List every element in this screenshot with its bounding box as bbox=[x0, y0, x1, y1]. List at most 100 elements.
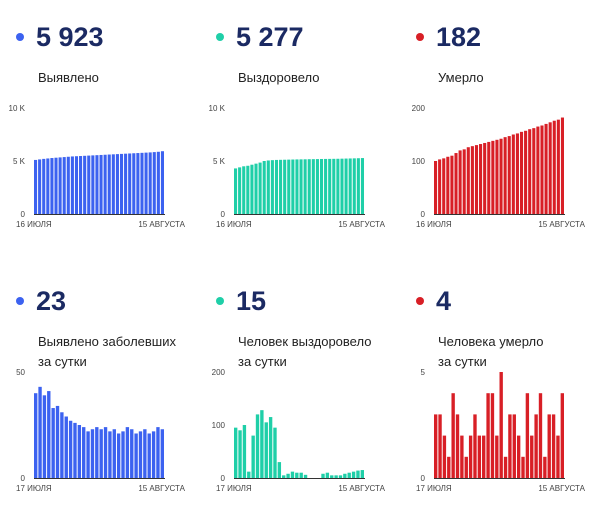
bar bbox=[532, 128, 536, 214]
bar bbox=[503, 137, 507, 214]
y-tick-label: 50 bbox=[16, 368, 25, 377]
bar bbox=[479, 144, 483, 214]
bar bbox=[455, 414, 460, 478]
stat-value: 182 bbox=[436, 22, 482, 52]
bar bbox=[136, 153, 140, 214]
bar bbox=[508, 414, 512, 478]
bar bbox=[42, 158, 46, 214]
x-tick-label-end: 15 АВГУСТА bbox=[538, 484, 585, 493]
y-tick-label: 200 bbox=[412, 104, 426, 113]
bar bbox=[246, 165, 250, 214]
bar bbox=[247, 471, 251, 478]
bar bbox=[507, 136, 511, 214]
bar bbox=[468, 435, 473, 478]
stat-label: Выявлено bbox=[38, 70, 99, 85]
bar-chart: 0 50 17 ИЮЛЯ 15 АВГУСТА bbox=[16, 368, 186, 493]
bar bbox=[138, 431, 143, 478]
bar bbox=[121, 431, 125, 478]
panel-recovered-daily: 15 Человек выздоровело за сутки 0 100 200 1… bbox=[200, 264, 400, 514]
bar bbox=[287, 159, 291, 214]
series-dot-icon bbox=[16, 33, 24, 41]
bar bbox=[234, 168, 238, 214]
bar bbox=[528, 129, 532, 214]
bar bbox=[234, 427, 238, 478]
bar bbox=[360, 158, 364, 214]
bar bbox=[499, 138, 503, 214]
bar bbox=[79, 156, 83, 214]
bar bbox=[46, 158, 50, 214]
bar bbox=[356, 470, 360, 478]
bar bbox=[530, 435, 534, 478]
stat-value: 5 923 bbox=[36, 22, 104, 52]
bar bbox=[295, 159, 299, 214]
bar bbox=[152, 152, 156, 214]
bar bbox=[311, 159, 315, 214]
bar bbox=[495, 435, 499, 478]
bar bbox=[128, 153, 132, 214]
bar bbox=[51, 408, 55, 478]
bar bbox=[283, 159, 287, 214]
bar bbox=[442, 158, 446, 214]
series-dot-icon bbox=[416, 33, 424, 41]
bar bbox=[512, 414, 516, 478]
bar bbox=[258, 162, 262, 214]
bar bbox=[434, 161, 438, 214]
bar bbox=[260, 410, 264, 478]
bar bbox=[87, 155, 91, 214]
bar bbox=[450, 155, 454, 214]
bar bbox=[99, 154, 103, 214]
x-tick-label-start: 17 ИЮЛЯ bbox=[16, 484, 52, 493]
bar bbox=[86, 431, 90, 478]
bar bbox=[143, 429, 147, 478]
bar bbox=[264, 422, 268, 478]
stat-row: 15 bbox=[216, 286, 266, 316]
y-tick-label: 0 bbox=[221, 210, 226, 219]
y-tick-label: 0 bbox=[421, 474, 426, 483]
bar bbox=[299, 159, 303, 214]
bar bbox=[482, 435, 486, 478]
bar bbox=[560, 117, 564, 214]
bar bbox=[130, 429, 134, 478]
bar bbox=[315, 159, 319, 214]
bar bbox=[99, 429, 103, 478]
stat-label: Выявлено заболевших за сутки bbox=[38, 334, 176, 369]
bar bbox=[519, 131, 524, 214]
bar bbox=[303, 474, 308, 478]
bar bbox=[462, 149, 466, 214]
bar bbox=[273, 427, 277, 478]
y-tick-label: 5 K bbox=[13, 157, 26, 166]
bar bbox=[303, 159, 307, 214]
bar bbox=[515, 133, 519, 214]
series-dot-icon bbox=[416, 297, 424, 305]
bar bbox=[70, 156, 74, 214]
bar bbox=[54, 157, 58, 214]
bar bbox=[34, 159, 38, 214]
bar bbox=[50, 158, 54, 214]
bar bbox=[343, 473, 347, 478]
x-tick-label-end: 15 АВГУСТА bbox=[338, 484, 385, 493]
bar bbox=[242, 166, 246, 214]
panel-cases-total: 5 923 Выявлено 0 5 K 10 K 16 ИЮЛЯ 15 АВГУСТА bbox=[0, 0, 200, 250]
stat-label: Человек выздоровело за сутки bbox=[238, 334, 372, 369]
bar bbox=[460, 435, 464, 478]
bar bbox=[282, 475, 286, 478]
bar bbox=[116, 433, 121, 478]
x-tick-label-start: 17 ИЮЛЯ bbox=[416, 484, 452, 493]
bar bbox=[250, 164, 254, 214]
panel-recovered-total: 5 277 Выздоровело 0 5 K 10 K 16 ИЮЛЯ 15 АВГУ… bbox=[200, 0, 400, 250]
bar bbox=[521, 456, 525, 478]
bar bbox=[277, 462, 282, 478]
bar bbox=[291, 159, 295, 214]
y-tick-label: 100 bbox=[212, 421, 226, 430]
bar bbox=[351, 471, 356, 478]
y-tick-label: 0 bbox=[21, 474, 26, 483]
bar bbox=[112, 429, 116, 478]
bar bbox=[534, 414, 538, 478]
bar bbox=[328, 158, 332, 214]
bar-chart: 0 5 17 ИЮЛЯ 15 АВГУСТА bbox=[416, 368, 586, 493]
bar bbox=[160, 429, 164, 478]
bar bbox=[438, 414, 442, 478]
x-tick-label-end: 15 АВГУСТА bbox=[138, 484, 185, 493]
stat-label: Выздоровело bbox=[238, 70, 320, 85]
bar bbox=[266, 160, 270, 214]
